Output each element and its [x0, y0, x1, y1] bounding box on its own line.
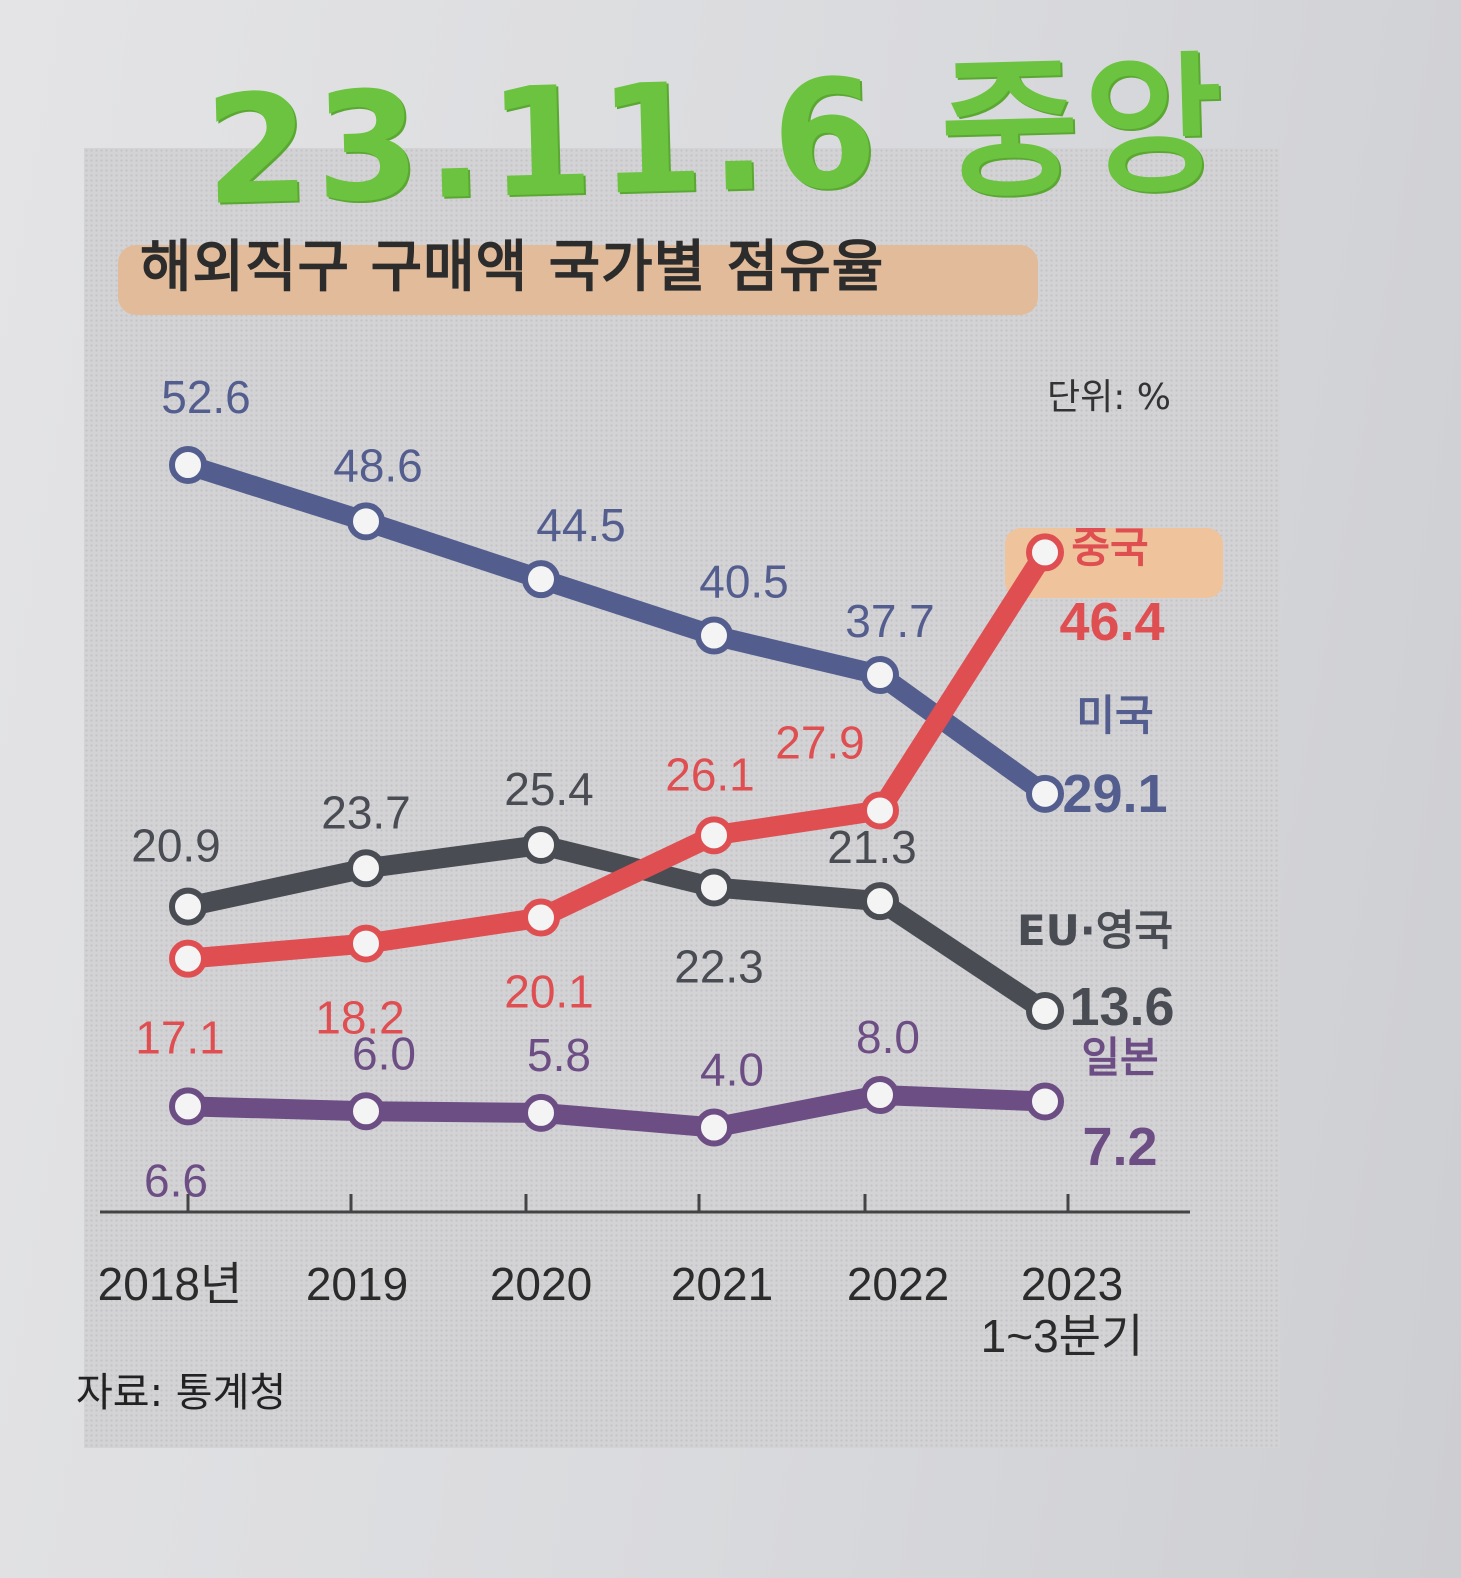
data-label-china: 20.1	[504, 966, 594, 1018]
data-point-china	[522, 898, 560, 937]
data-point-china	[169, 939, 207, 978]
data-label-china: 17.1	[135, 1012, 225, 1064]
unit-label: 단위: %	[1046, 377, 1171, 418]
series-name-eu-uk: EU·영국	[1017, 906, 1173, 955]
data-label-usa: 37.7	[845, 595, 935, 647]
data-label-china: 26.1	[665, 748, 755, 800]
series-line-japan	[178, 1085, 1055, 1138]
x-tick-sublabel: 1~3분기	[981, 1310, 1144, 1362]
data-label-usa: 44.5	[536, 499, 626, 551]
chart-title: 해외직구 구매액 국가별 점유율	[140, 235, 885, 300]
data-point-eu-uk	[522, 826, 560, 864]
data-point-eu-uk	[695, 868, 733, 907]
data-point-japan	[1026, 1082, 1064, 1121]
data-point-eu-uk	[1026, 992, 1064, 1030]
x-tick-label: 2022	[847, 1258, 949, 1310]
x-tick-label: 2018년	[98, 1258, 243, 1310]
data-point-china	[1026, 533, 1064, 572]
data-label-eu-uk: 20.9	[131, 820, 221, 872]
series-name-usa: 미국	[1076, 691, 1153, 740]
data-label-china: 18.2	[315, 992, 405, 1044]
data-point-japan	[695, 1108, 733, 1147]
data-point-eu-uk	[169, 887, 207, 926]
data-label-eu-uk: 25.4	[504, 763, 594, 815]
data-label-japan: 6.0	[352, 1027, 416, 1079]
data-label-eu-uk: 21.3	[827, 821, 917, 873]
data-point-usa	[695, 616, 733, 655]
x-tick-label: 2020	[490, 1258, 592, 1310]
data-point-eu-uk	[861, 882, 899, 921]
data-label-japan: 4.0	[700, 1044, 764, 1096]
data-point-china	[861, 791, 899, 830]
data-label-japan-final: 7.2	[1082, 1117, 1157, 1177]
data-point-usa	[1026, 774, 1064, 813]
x-tick-label: 2021	[671, 1258, 773, 1310]
data-point-japan	[169, 1087, 207, 1126]
data-label-japan: 6.6	[144, 1154, 208, 1206]
data-point-usa	[522, 560, 560, 599]
data-point-usa	[347, 502, 385, 541]
series-line-china	[178, 542, 1055, 969]
data-point-china	[347, 924, 385, 963]
data-label-china-final: 46.4	[1059, 592, 1164, 652]
data-label-eu-uk-final: 13.6	[1069, 977, 1174, 1037]
data-point-eu-uk	[347, 849, 385, 888]
data-label-usa: 40.5	[699, 556, 789, 608]
title-highlight	[118, 245, 1038, 315]
data-point-japan	[522, 1093, 560, 1132]
data-point-usa	[169, 446, 207, 484]
x-tick-label: 2019	[306, 1258, 408, 1310]
data-point-japan	[861, 1076, 899, 1114]
chart-panel	[84, 148, 1280, 1448]
x-tick-label: 2023	[1021, 1258, 1123, 1310]
data-label-china: 27.9	[775, 716, 865, 768]
data-label-japan: 5.8	[527, 1029, 591, 1081]
data-label-japan: 8.0	[856, 1011, 920, 1063]
data-point-usa	[861, 656, 899, 694]
data-label-usa: 48.6	[333, 439, 423, 491]
data-label-eu-uk: 22.3	[674, 940, 764, 992]
series-name-japan: 일본	[1081, 1033, 1158, 1082]
series-name-china: 중국	[1071, 523, 1148, 572]
data-label-eu-uk: 23.7	[321, 786, 411, 838]
data-point-china	[695, 816, 733, 855]
data-label-usa: 52.6	[161, 371, 251, 423]
series-line-usa	[178, 455, 1055, 804]
data-point-japan	[347, 1092, 385, 1131]
data-label-usa-final: 29.1	[1062, 764, 1167, 824]
source-label: 자료: 통계청	[76, 1370, 287, 1416]
